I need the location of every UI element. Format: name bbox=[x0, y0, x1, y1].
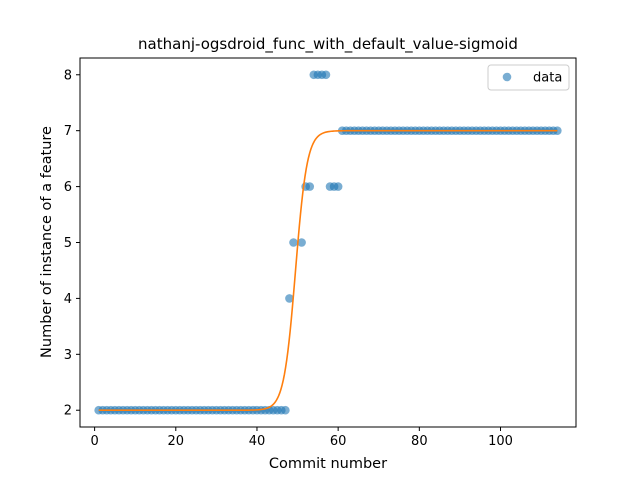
plot-area: 0 20 40 60 80 100 2 3 4 5 6 7 8 bbox=[64, 57, 577, 449]
x-tick-label: 40 bbox=[249, 434, 266, 449]
x-axis-label: Commit number bbox=[269, 456, 387, 472]
data-point bbox=[305, 182, 315, 191]
data-point bbox=[297, 238, 306, 247]
legend-marker bbox=[502, 72, 512, 82]
y-axis-label: Number of instance of a feature bbox=[39, 126, 55, 358]
data-point bbox=[333, 182, 343, 191]
chart-title: nathanj-ogsdroid_func_with_default_value… bbox=[138, 35, 518, 54]
data-point bbox=[285, 294, 294, 303]
y-tick-label: 4 bbox=[64, 292, 72, 307]
plot-background bbox=[80, 58, 576, 427]
y-tick-label: 6 bbox=[64, 180, 72, 195]
legend-label: data bbox=[533, 71, 562, 86]
data-point bbox=[321, 70, 331, 80]
x-tick-label: 20 bbox=[168, 434, 185, 449]
y-tick-label: 5 bbox=[64, 236, 72, 251]
y-tick-label: 3 bbox=[64, 348, 72, 363]
x-tick-label: 100 bbox=[488, 434, 513, 449]
y-tick-label: 7 bbox=[64, 124, 72, 139]
x-tick-label: 80 bbox=[411, 434, 428, 449]
x-tick-label: 60 bbox=[330, 434, 347, 449]
y-tick-label: 2 bbox=[64, 404, 72, 419]
data-point bbox=[281, 405, 290, 415]
fit-line bbox=[98, 129, 558, 412]
y-tick-label: 8 bbox=[64, 68, 72, 83]
data-point bbox=[289, 238, 298, 247]
legend-box bbox=[487, 64, 570, 91]
legend: data bbox=[487, 64, 570, 91]
x-tick-label: 0 bbox=[90, 434, 98, 449]
